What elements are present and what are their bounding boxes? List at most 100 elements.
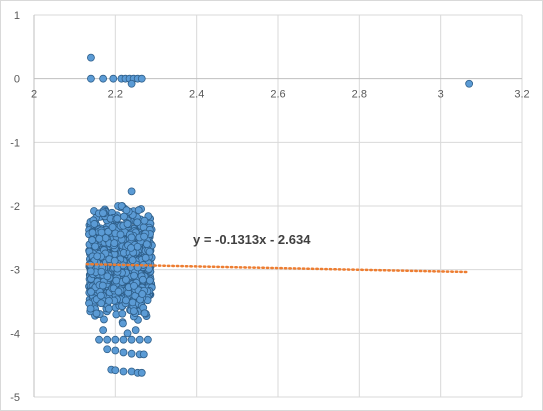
data-point (143, 335, 152, 344)
data-point (109, 74, 118, 83)
x-tick-label: 2.6 (270, 89, 285, 101)
data-point (130, 281, 138, 290)
x-tick-label: 3 (438, 89, 444, 101)
data-point (139, 350, 148, 359)
data-point (137, 74, 146, 83)
data-point (127, 233, 136, 242)
data-point (134, 206, 143, 215)
data-point (129, 307, 138, 315)
data-point (127, 187, 136, 196)
data-point (117, 202, 126, 210)
data-point (141, 253, 150, 262)
y-tick-label: -1 (10, 137, 20, 149)
data-point (142, 240, 151, 249)
data-point (133, 218, 142, 227)
x-tick-label: 3.2 (514, 89, 529, 101)
data-point (88, 236, 97, 244)
data-point (137, 368, 146, 377)
x-tick-label: 2.4 (189, 89, 204, 101)
data-point (133, 242, 142, 251)
data-point (122, 206, 131, 215)
data-point (135, 335, 144, 344)
x-tick-label: 2.2 (108, 89, 123, 101)
data-point (87, 53, 95, 62)
data-point (108, 223, 117, 232)
data-point (110, 239, 119, 248)
data-point (104, 304, 113, 313)
data-point (130, 271, 138, 280)
data-point (113, 264, 122, 273)
y-tick-label: -2 (10, 201, 20, 213)
data-point (95, 335, 103, 344)
data-point (99, 326, 108, 335)
data-point (140, 232, 149, 241)
data-point (138, 290, 147, 298)
data-point (140, 309, 149, 318)
data-point (145, 276, 154, 285)
data-point (116, 230, 125, 239)
data-point (99, 74, 108, 83)
data-point (86, 267, 95, 276)
data-point (127, 243, 135, 252)
data-point (140, 216, 149, 225)
y-tick-label: 1 (14, 10, 20, 22)
data-point (91, 242, 100, 251)
x-tick-label: 2 (31, 89, 37, 101)
data-point (145, 247, 154, 256)
data-point (127, 335, 136, 344)
data-point (122, 275, 130, 284)
data-point (90, 220, 99, 228)
data-point (100, 315, 108, 324)
data-point (119, 319, 127, 328)
x-tick-label: 2.8 (352, 89, 367, 101)
y-tick-labels: 1 0 -1 -2 -3 -4 -5 (10, 10, 20, 404)
data-point (110, 256, 119, 265)
data-point (122, 296, 130, 305)
data-point (97, 291, 105, 300)
data-point (86, 304, 95, 313)
y-tick-label: 0 (14, 74, 20, 86)
data-point (465, 79, 474, 88)
data-point (95, 234, 104, 243)
data-point (97, 299, 106, 308)
data-point (119, 348, 128, 357)
data-point (123, 220, 132, 228)
data-point (123, 329, 132, 338)
y-tick-label: -5 (10, 392, 20, 404)
trendline-group (85, 262, 471, 274)
data-point (88, 228, 97, 237)
data-point (114, 287, 123, 296)
data-point (93, 252, 102, 261)
trendline (85, 262, 471, 274)
data-points (85, 53, 474, 377)
trendline-equation: y = -0.1313x - 2.634 (193, 232, 311, 247)
data-point (119, 367, 128, 376)
data-point (105, 296, 113, 305)
data-point (92, 309, 101, 318)
y-tick-label: -4 (10, 328, 20, 340)
data-point (119, 335, 128, 344)
y-tick-label: -3 (10, 265, 20, 277)
data-point (103, 272, 112, 281)
data-point (87, 74, 95, 83)
data-point (103, 345, 112, 354)
data-point (139, 275, 147, 284)
data-point (112, 276, 121, 285)
data-point (103, 335, 112, 344)
data-point (111, 346, 120, 355)
data-point (101, 234, 110, 242)
data-point (128, 256, 137, 265)
data-point (131, 326, 140, 335)
data-point (87, 287, 95, 296)
data-point (118, 309, 127, 318)
data-point (127, 79, 136, 88)
data-point (98, 281, 107, 290)
x-tick-labels: 2 2.2 2.4 2.6 2.8 3 3.2 (31, 89, 530, 101)
data-point (111, 335, 120, 344)
data-point (113, 214, 122, 223)
data-point (97, 267, 106, 276)
data-point (99, 209, 107, 218)
data-point (111, 366, 120, 375)
